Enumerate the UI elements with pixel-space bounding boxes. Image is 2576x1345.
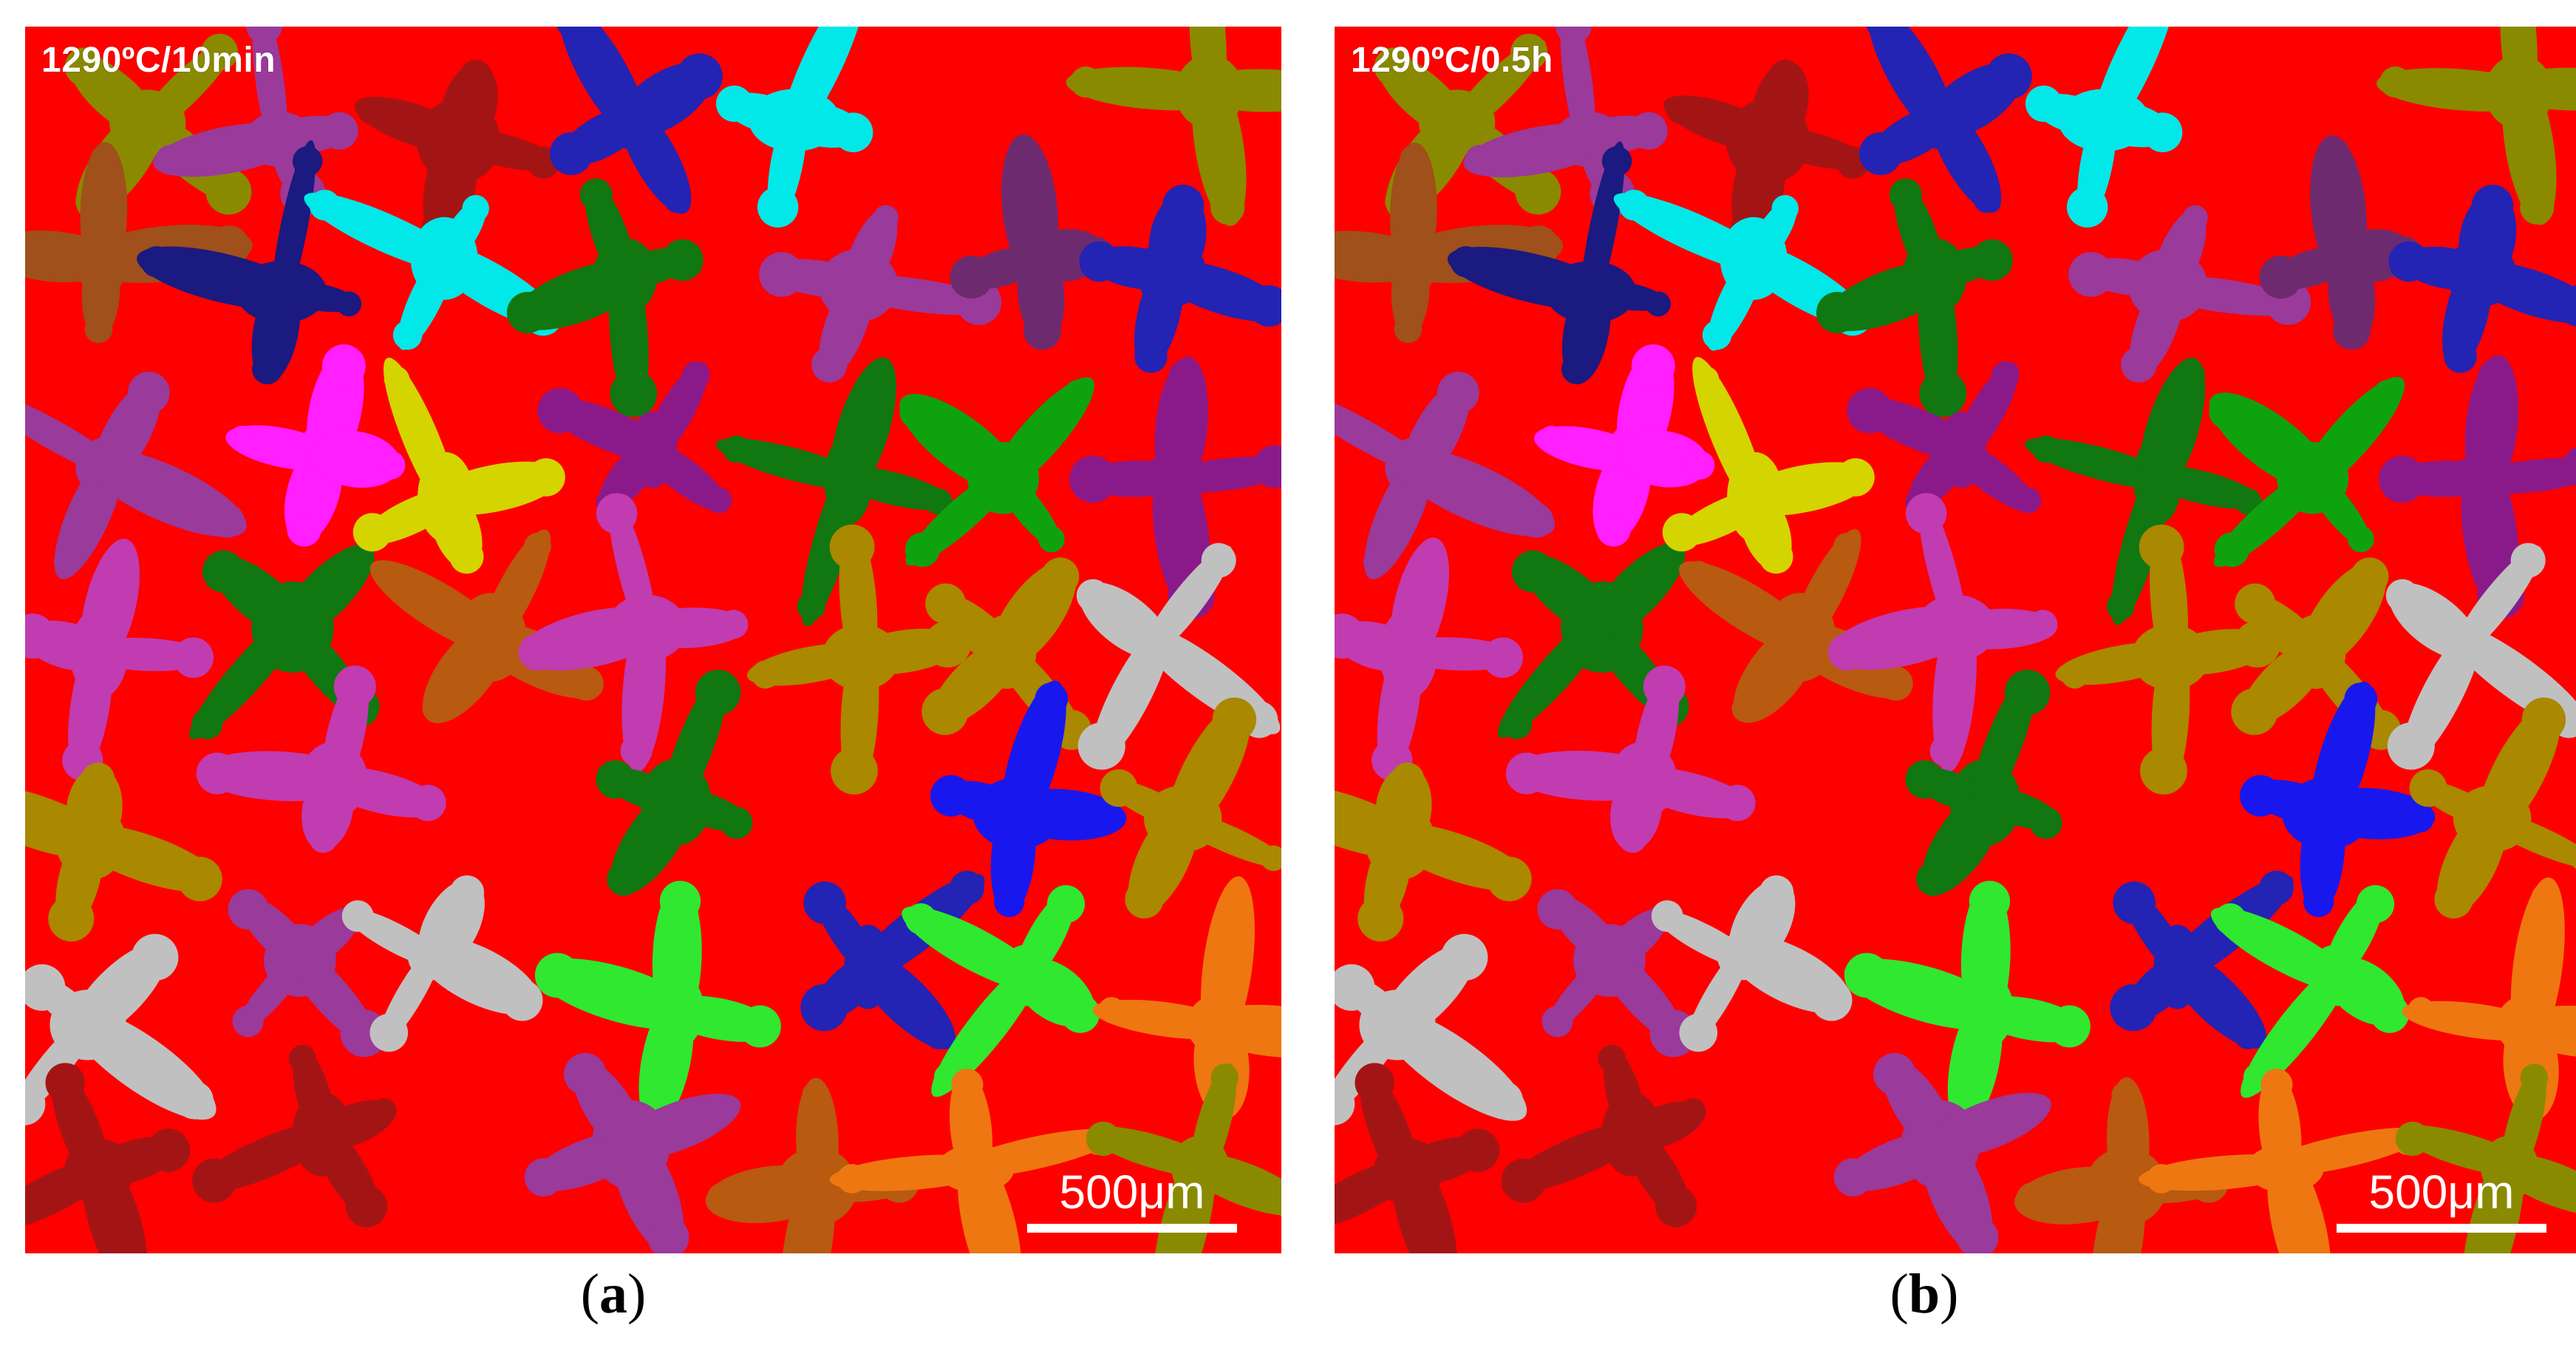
grain — [537, 361, 732, 516]
grain — [2055, 524, 2280, 794]
grain — [518, 493, 749, 773]
grain — [225, 344, 406, 547]
ebsd-map-panel-b: 1290ºC/0.5h 500μm — [1335, 27, 2576, 1253]
grain — [192, 1044, 397, 1227]
grain — [596, 670, 753, 896]
grain — [759, 205, 1002, 383]
grain — [25, 933, 217, 1126]
grain — [1662, 357, 1875, 574]
condition-label-b: 1290ºC/0.5h — [1351, 41, 1553, 80]
grain — [1505, 665, 1756, 854]
grain — [1335, 372, 1556, 579]
grain — [1079, 185, 1281, 373]
grain-orientation-map-a — [25, 27, 1281, 1253]
grain — [2110, 871, 2294, 1049]
grain — [1335, 933, 1527, 1126]
scale-bar-line-a — [1027, 1224, 1237, 1233]
grain — [1679, 529, 1913, 723]
scale-bar-label-a: 500μm — [1059, 1165, 1205, 1219]
grain — [2379, 355, 2576, 619]
grain — [829, 1069, 1118, 1253]
grain — [2385, 542, 2576, 770]
grain — [2025, 27, 2183, 228]
grain — [1844, 880, 2091, 1128]
grain — [1447, 141, 1671, 385]
grain — [1816, 178, 2013, 418]
scale-bar-a: 500μm — [1027, 1166, 1237, 1233]
grain — [507, 178, 703, 418]
grain — [2240, 681, 2436, 917]
grain — [196, 665, 446, 854]
grain — [1335, 537, 1523, 781]
grain — [2210, 885, 2410, 1098]
grain — [549, 27, 723, 214]
panel-caption-a: (a) — [580, 1263, 647, 1325]
grain — [1858, 27, 2032, 214]
grain — [930, 681, 1127, 917]
grain — [64, 33, 252, 217]
grain — [1905, 670, 2062, 896]
grain — [1374, 33, 1561, 218]
scale-bar-line-b — [2337, 1224, 2546, 1233]
grain — [1335, 762, 1532, 942]
grain — [25, 1063, 191, 1253]
grain-orientation-map-b — [1335, 27, 2576, 1253]
grain — [1066, 27, 1281, 226]
grain — [25, 372, 247, 579]
panel-caption-letter-b: b — [1908, 1263, 1940, 1325]
grain — [1827, 493, 2058, 773]
grain — [1502, 1044, 1706, 1227]
panel-caption-letter-a: a — [599, 1263, 627, 1325]
grain — [352, 357, 565, 574]
grain — [25, 538, 214, 781]
grain — [921, 557, 1092, 750]
scale-bar-label-b: 500μm — [2368, 1165, 2515, 1219]
grain — [341, 875, 543, 1052]
grain — [137, 140, 361, 385]
condition-label-a: 1290ºC/10min — [41, 41, 276, 80]
grain — [902, 885, 1100, 1097]
grain — [1100, 697, 1281, 919]
grain — [2376, 27, 2576, 225]
grain — [1533, 344, 1715, 547]
grain — [2209, 376, 2405, 568]
scale-bar-b: 500μm — [2337, 1166, 2546, 1233]
panel-caption-b: (b) — [1890, 1263, 1959, 1325]
grain — [716, 27, 873, 228]
ebsd-map-panel-a: 1290ºC/10min 500μm — [25, 27, 1281, 1253]
grain — [2259, 135, 2422, 350]
grain — [746, 524, 971, 794]
grain — [25, 762, 222, 942]
grain — [899, 377, 1094, 568]
grain — [1335, 1063, 1500, 1253]
grain — [1651, 875, 1853, 1052]
grain — [2409, 697, 2576, 919]
grain — [228, 889, 388, 1058]
grain — [524, 1052, 741, 1253]
grain — [2388, 185, 2576, 373]
grain — [2068, 205, 2311, 383]
grain — [1833, 1052, 2051, 1253]
grain — [705, 1077, 919, 1253]
